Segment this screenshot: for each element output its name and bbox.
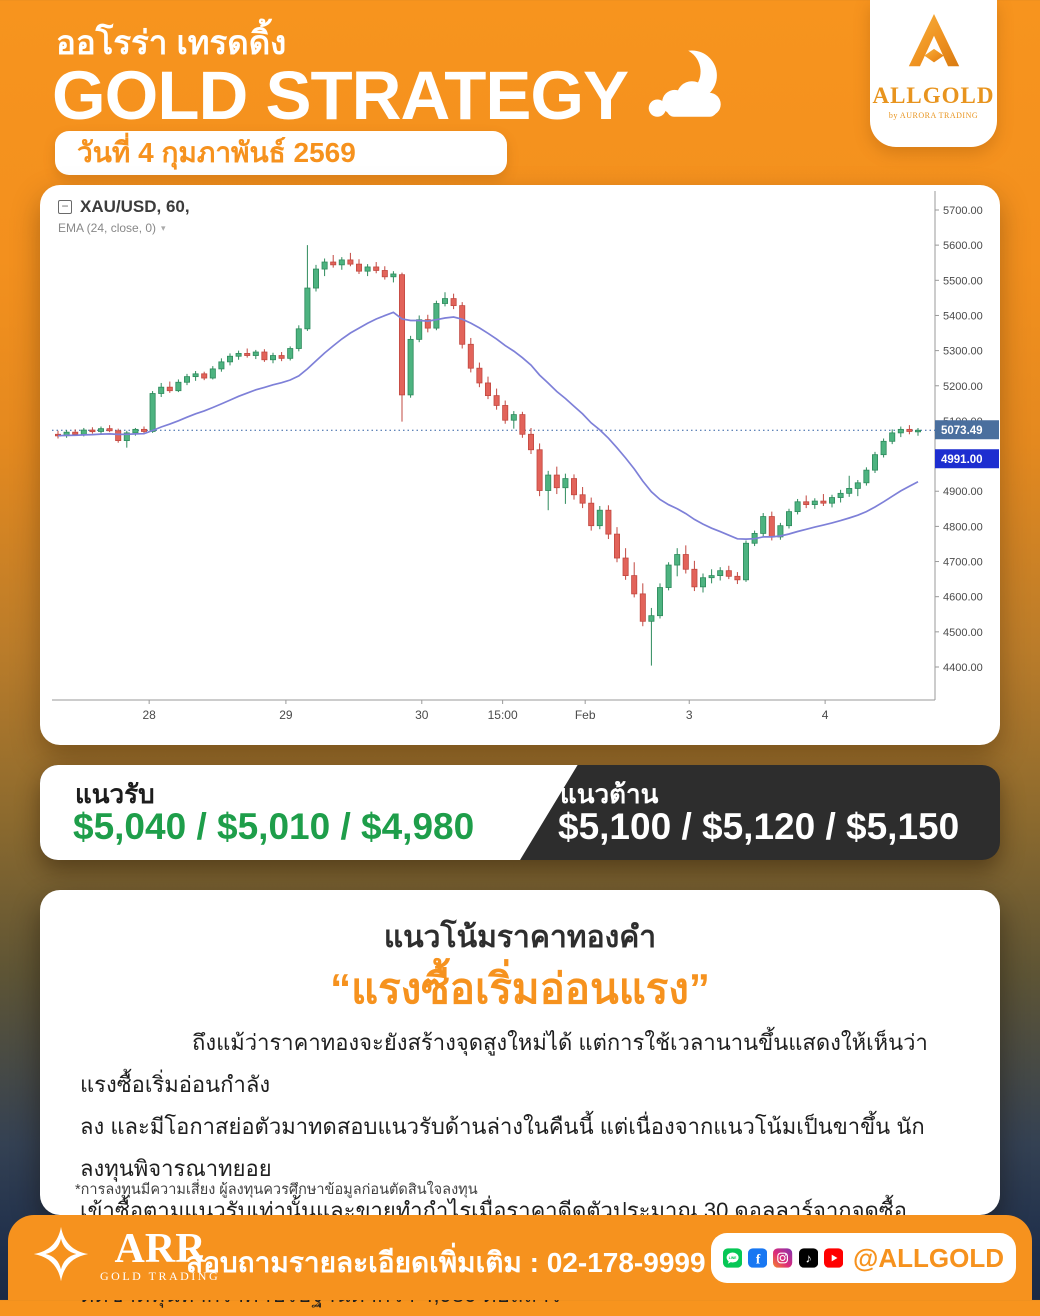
line-icon[interactable]: LINE: [723, 1239, 743, 1277]
social-handle[interactable]: @ALLGOLD: [853, 1242, 1005, 1273]
chart-indicator-row: EMA (24, close, 0) ▾: [58, 221, 166, 235]
tiktok-icon[interactable]: ♪: [798, 1239, 818, 1277]
analysis-quote: “แรงซื้อเริ่มอ่อนแรง”: [330, 965, 710, 1012]
chart-symbol-row: − XAU/USD, 60,: [58, 197, 190, 217]
svg-text:29: 29: [279, 708, 293, 722]
disclaimer-text: *การลงทุนมีความเสี่ยง ผู้ลงทุนควรศึกษาข้…: [75, 1182, 478, 1198]
svg-text:15:00: 15:00: [488, 708, 518, 722]
analysis-line: ลง และมีโอกาสย่อตัวมาทดสอบแนวรับด้านล่าง…: [80, 1114, 925, 1181]
candlestick-chart[interactable]: 5700.00 5600.00 5500.00 5400.00 5300.00 5200.…: [40, 185, 1000, 745]
svg-text:♪: ♪: [805, 1251, 811, 1265]
instagram-icon[interactable]: [773, 1239, 793, 1277]
svg-text:4500.00: 4500.00: [943, 627, 983, 639]
allgold-logo-icon: [903, 12, 965, 79]
svg-text:4: 4: [822, 708, 829, 722]
contact-text: สอบถามรายละเอียดเพิ่มเติม : 02-178-9999 …: [186, 1247, 772, 1278]
svg-text:f: f: [756, 1251, 761, 1266]
support-title: แนวรับ: [75, 779, 155, 809]
svg-text:4600.00: 4600.00: [943, 592, 983, 604]
analysis-card: แนวโน้มราคาทองคำ “แรงซื้อเริ่มอ่อนแรง” ถ…: [40, 890, 1000, 1307]
svg-text:5400.00: 5400.00: [943, 310, 983, 322]
svg-text:Feb: Feb: [575, 708, 596, 722]
svg-text:28: 28: [142, 708, 156, 722]
svg-text:4700.00: 4700.00: [943, 557, 983, 569]
svg-text:5700.00: 5700.00: [943, 205, 983, 217]
resistance-values: $5,100 / $5,120 / $5,150: [558, 806, 960, 847]
svg-text:LINE: LINE: [729, 1256, 737, 1260]
footer-bar: ARR GOLD TRADING สอบถามรายละเอียดเพิ่มเต…: [8, 1215, 1032, 1300]
allgold-badge: ALLGOLD by AURORA TRADING: [870, 0, 997, 147]
levels-bar: แนวรับ $5,040 / $5,010 / $4,980 แนวต้าน …: [40, 765, 1000, 860]
svg-text:4900.00: 4900.00: [943, 486, 983, 498]
arr-brand-subtext: GOLD TRADING: [100, 1269, 221, 1283]
chevron-down-icon[interactable]: ▾: [161, 222, 166, 233]
svg-text:5500.00: 5500.00: [943, 275, 983, 287]
analysis-title: แนวโน้มราคาทองคำ: [383, 921, 657, 954]
date-label: วันที่ 4 กุมภาพันธ์ 2569: [77, 137, 356, 168]
allgold-brand-subtext: by AURORA TRADING: [888, 111, 979, 120]
support-panel: [40, 765, 578, 860]
date-pill: วันที่ 4 กุมภาพันธ์ 2569: [55, 131, 507, 175]
allgold-brand-text: ALLGOLD: [872, 83, 995, 108]
svg-text:5200.00: 5200.00: [943, 381, 983, 393]
svg-text:4800.00: 4800.00: [943, 521, 983, 533]
facebook-icon[interactable]: f: [748, 1239, 768, 1277]
svg-text:5600.00: 5600.00: [943, 240, 983, 252]
youtube-icon[interactable]: [823, 1239, 844, 1277]
svg-text:5073.49: 5073.49: [941, 425, 983, 437]
analysis-line: ถึงแม้ว่าราคาทองจะยังสร้างจุดสูงใหม่ได้ …: [80, 1030, 928, 1097]
page-title: GOLD STRATEGY: [52, 48, 738, 142]
arr-brand-text: ARR: [114, 1226, 206, 1272]
price-chart-card: − XAU/USD, 60, EMA (24, close, 0) ▾ 5700…: [40, 185, 1000, 745]
header-subtitle: ออโรร่า เทรดดิ้ง: [56, 24, 287, 61]
chart-symbol-label: XAU/USD, 60,: [80, 197, 190, 216]
arr-diamond-icon: [32, 1225, 90, 1288]
moon-cloud-icon: [642, 48, 738, 142]
resistance-title: แนวต้าน: [560, 779, 659, 809]
collapse-icon[interactable]: −: [58, 200, 72, 214]
support-values: $5,040 / $5,010 / $4,980: [73, 806, 475, 847]
social-pill: LINE f ♪ @ALLGOLD: [711, 1233, 1016, 1283]
svg-text:4400.00: 4400.00: [943, 662, 983, 674]
svg-text:3: 3: [686, 708, 693, 722]
svg-text:5300.00: 5300.00: [943, 346, 983, 358]
svg-text:30: 30: [415, 708, 429, 722]
arr-logo-group: ARR GOLD TRADING: [32, 1225, 220, 1288]
svg-text:4991.00: 4991.00: [941, 454, 983, 466]
page-title-text: GOLD STRATEGY: [52, 56, 629, 134]
indicator-label: EMA (24, close, 0): [58, 221, 157, 235]
